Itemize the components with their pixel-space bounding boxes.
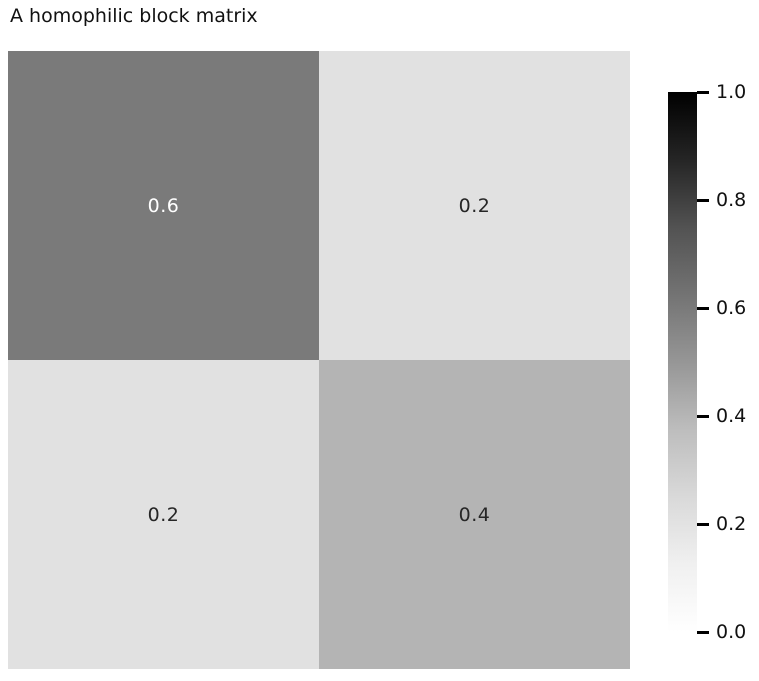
cell-value-label: 0.2 bbox=[458, 194, 491, 217]
tick-label: 0.0 bbox=[716, 621, 747, 643]
heatmap-cell-1-1: 0.4 bbox=[319, 360, 630, 669]
tick-mark bbox=[697, 630, 709, 634]
heatmap-cell-0-0: 0.6 bbox=[8, 51, 319, 360]
tick-mark bbox=[697, 90, 709, 94]
tick-mark bbox=[697, 414, 709, 418]
colorbar-gradient bbox=[668, 92, 697, 632]
heatmap-grid: 0.6 0.2 0.2 0.4 bbox=[8, 51, 630, 669]
cell-value-label: 0.2 bbox=[147, 503, 180, 526]
heatmap-cell-1-0: 0.2 bbox=[8, 360, 319, 669]
colorbar-tick: 0.2 bbox=[697, 513, 746, 535]
cell-value-label: 0.6 bbox=[147, 194, 180, 217]
heatmap-cell-0-1: 0.2 bbox=[319, 51, 630, 360]
tick-label: 0.4 bbox=[716, 405, 747, 427]
tick-mark bbox=[697, 522, 709, 526]
colorbar-tick: 0.6 bbox=[697, 297, 746, 319]
cell-value-label: 0.4 bbox=[458, 503, 491, 526]
colorbar-tick: 0.8 bbox=[697, 189, 746, 211]
tick-mark bbox=[697, 306, 709, 310]
tick-label: 0.2 bbox=[716, 513, 747, 535]
colorbar: 1.0 0.8 0.6 0.4 0.2 0.0 bbox=[668, 81, 746, 643]
tick-mark bbox=[697, 198, 709, 202]
chart-title: A homophilic block matrix bbox=[10, 5, 258, 27]
colorbar-tick: 0.4 bbox=[697, 405, 746, 427]
colorbar-tick: 1.0 bbox=[697, 81, 746, 103]
tick-label: 0.6 bbox=[716, 297, 747, 319]
tick-label: 0.8 bbox=[716, 189, 747, 211]
colorbar-tick: 0.0 bbox=[697, 621, 746, 643]
tick-label: 1.0 bbox=[716, 81, 747, 103]
